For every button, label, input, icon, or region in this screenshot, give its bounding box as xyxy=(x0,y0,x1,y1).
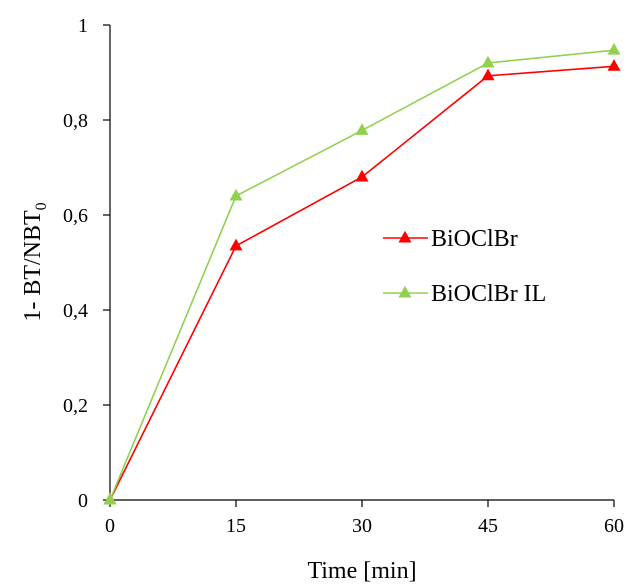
x-axis: 0 15 30 45 60 xyxy=(105,499,624,537)
series-layer xyxy=(103,42,621,505)
data-point xyxy=(607,59,621,71)
data-point xyxy=(355,123,369,135)
y-tick-label: 0,2 xyxy=(63,395,88,417)
x-tick-label: 60 xyxy=(604,515,624,537)
legend-marker xyxy=(398,285,412,298)
y-ticks: 0 0,2 0,4 0,6 0,8 1 xyxy=(63,15,110,512)
legend-marker xyxy=(398,230,412,243)
y-axis-title-main: 1- BT/NBT xyxy=(20,210,46,322)
legend: BiOClBr BiOClBr IL xyxy=(383,226,546,307)
y-axis: 0 0,2 0,4 0,6 0,8 1 xyxy=(63,15,111,512)
y-tick-label: 0 xyxy=(78,490,88,512)
series-line xyxy=(109,49,615,501)
y-tick-label: 0,8 xyxy=(63,110,88,132)
y-tick-label: 0,4 xyxy=(63,300,88,322)
legend-label: BiOClBr xyxy=(431,226,518,252)
y-tick-label: 1 xyxy=(78,15,88,37)
x-axis-title: Time [min] xyxy=(307,558,416,584)
data-point xyxy=(229,238,243,251)
x-tick-label: 30 xyxy=(352,515,372,537)
x-ticks: 0 15 30 45 60 xyxy=(105,500,624,537)
series-biOClBr-il xyxy=(103,42,621,505)
data-point xyxy=(355,169,369,182)
y-axis-title: 1- BT/NBT0 xyxy=(20,202,50,321)
x-tick-label: 45 xyxy=(478,515,498,537)
data-point xyxy=(481,55,495,68)
data-point xyxy=(607,42,621,55)
legend-item: BiOClBr xyxy=(383,226,518,252)
legend-label: BiOClBr IL xyxy=(431,281,546,307)
data-point xyxy=(229,188,243,201)
data-point xyxy=(481,68,495,81)
y-axis-title-subscript: 0 xyxy=(33,202,50,210)
data-point xyxy=(103,492,117,505)
x-tick-label: 0 xyxy=(105,515,115,537)
x-tick-label: 15 xyxy=(226,515,246,537)
y-tick-label: 0,6 xyxy=(63,205,88,227)
legend-item: BiOClBr IL xyxy=(383,281,546,307)
